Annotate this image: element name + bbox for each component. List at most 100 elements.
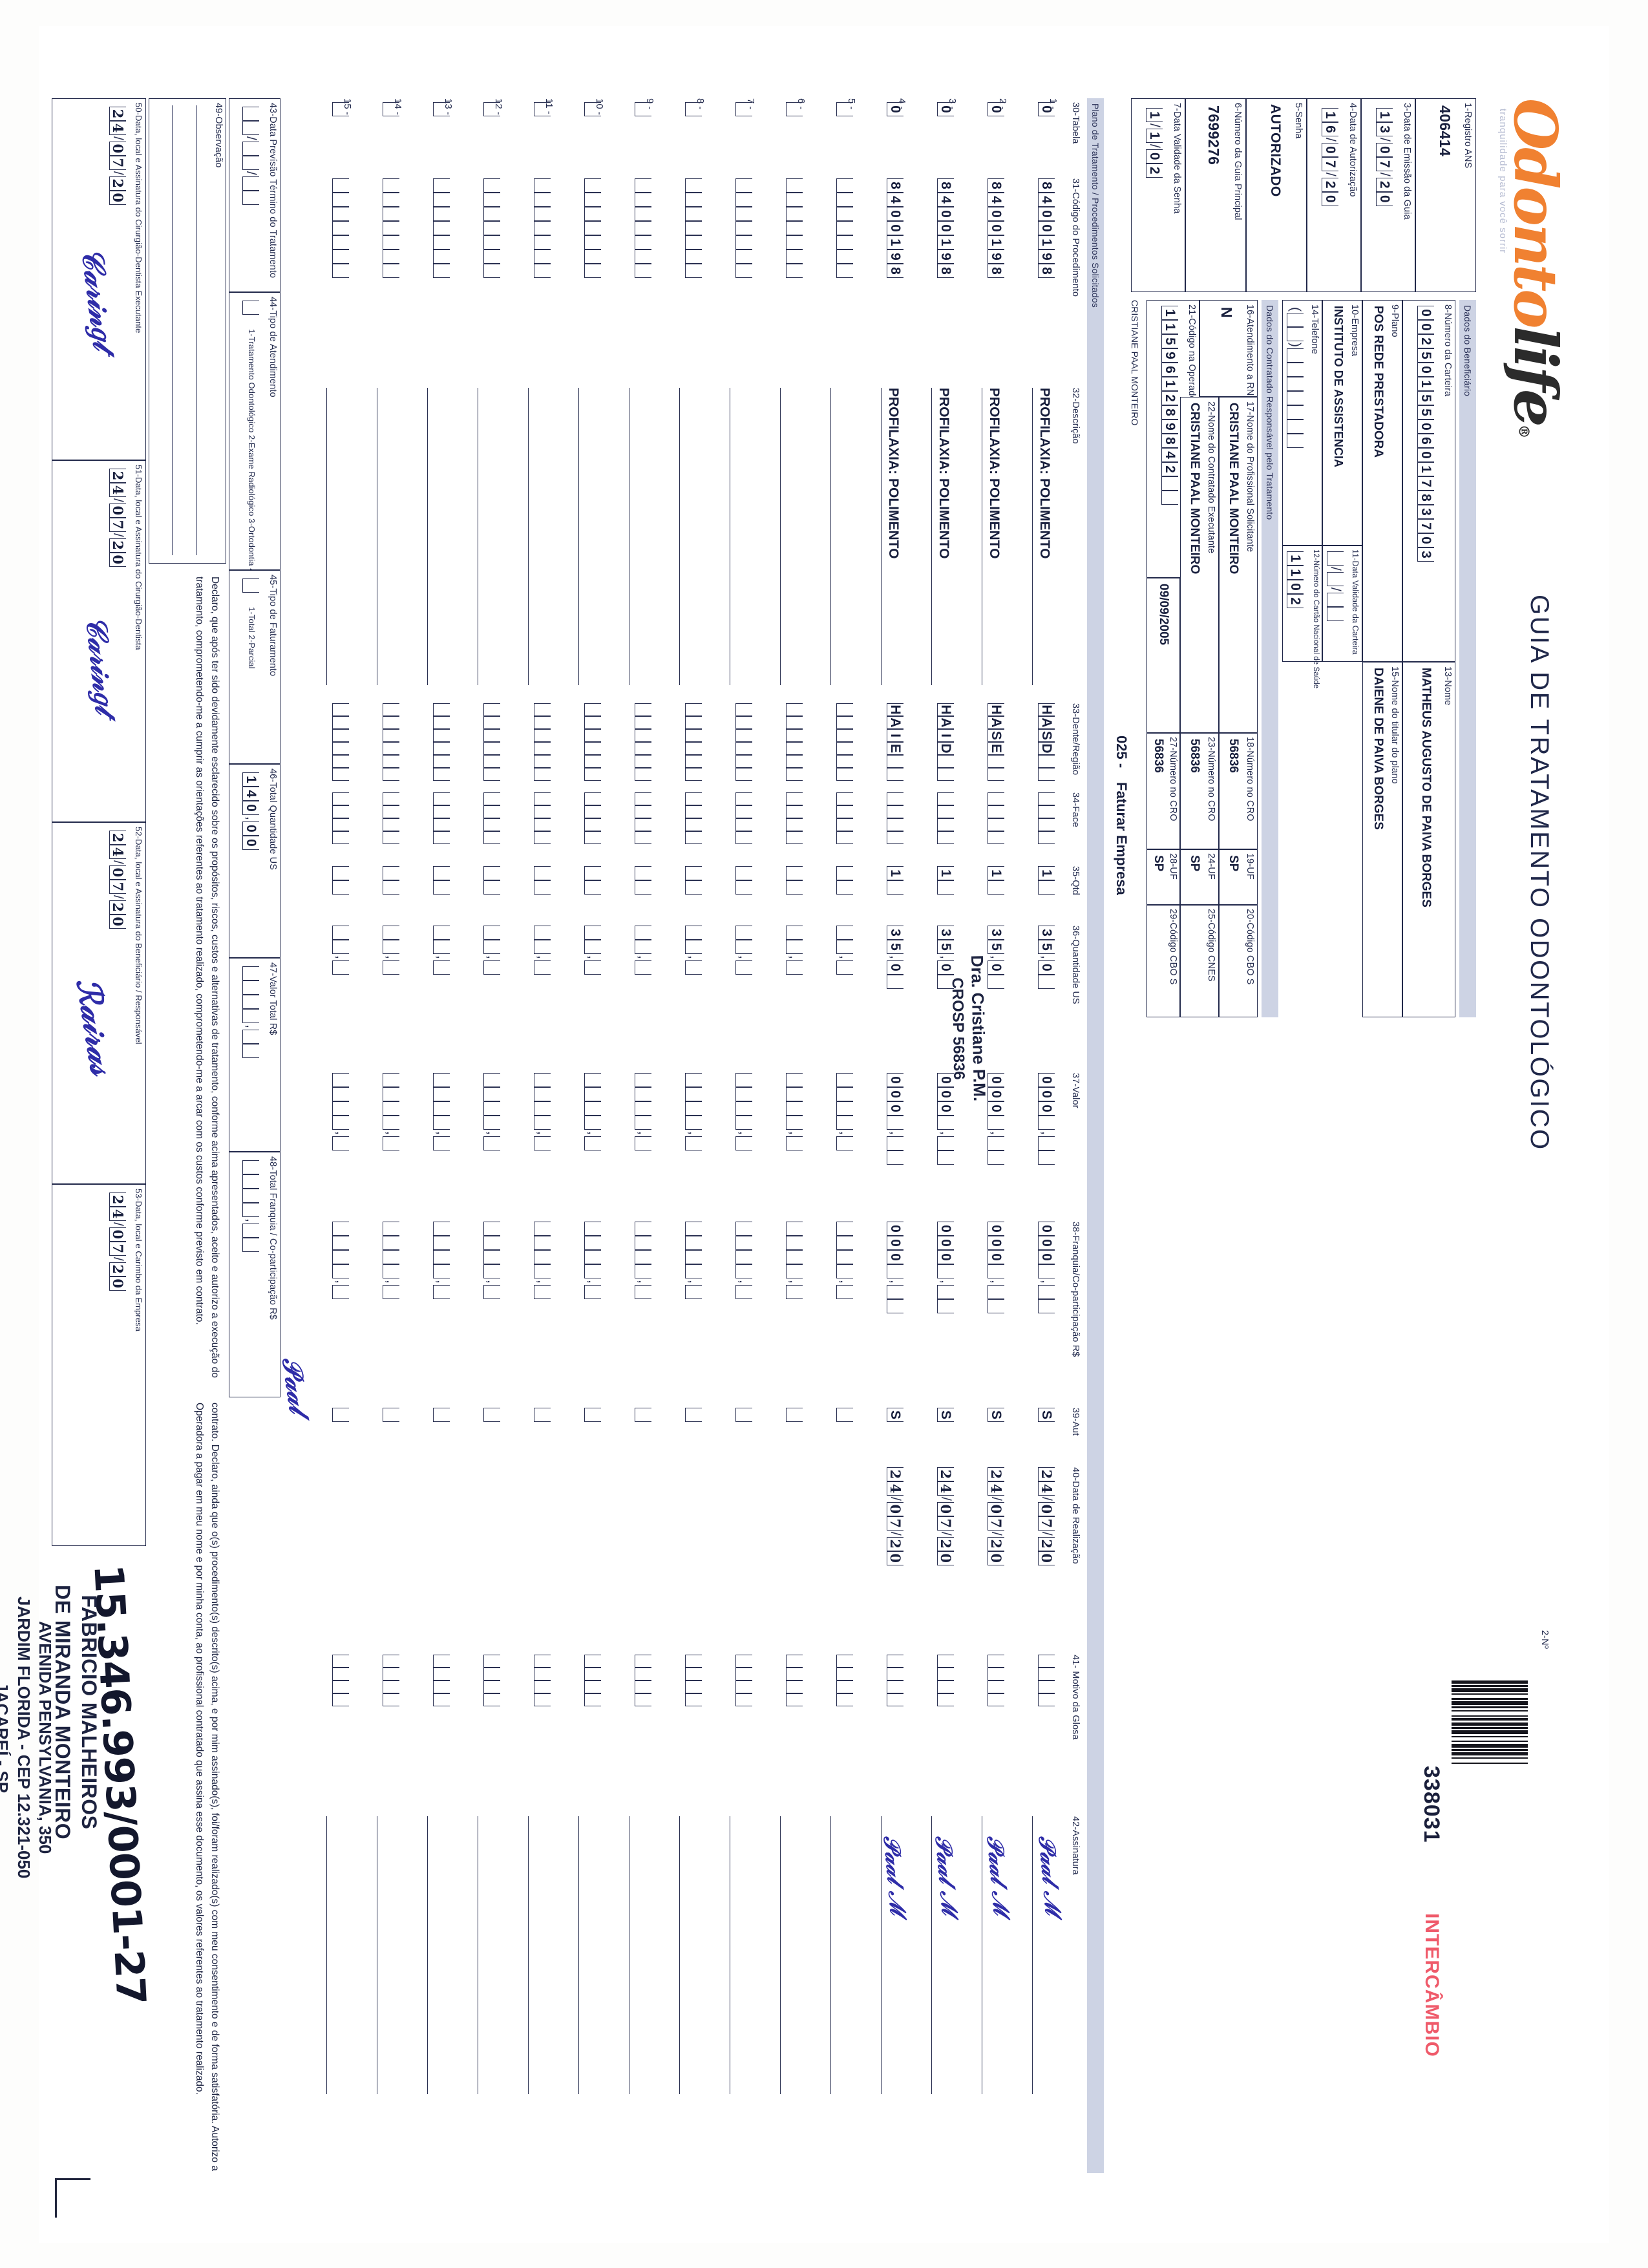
cell-qtd[interactable]: 1 [887, 865, 903, 895]
cell-qtd[interactable] [584, 865, 601, 895]
cell-franquia[interactable]: , [635, 1221, 651, 1299]
password-box[interactable]: 5-Senha AUTORIZADO [1246, 98, 1307, 292]
phone-value[interactable]: () [1287, 306, 1304, 448]
cell-codigo[interactable] [635, 178, 651, 278]
cell-qtd[interactable]: 1 [988, 865, 1004, 895]
cell-aut[interactable] [786, 1407, 803, 1422]
password-validity-box[interactable]: 7-Data Validade da Senha 1/1/0 2 [1131, 98, 1185, 292]
cell-face[interactable] [433, 792, 450, 844]
issue-date-box[interactable]: 3-Data de Emissão da Guia 1 3/0 7/2 0 [1361, 98, 1415, 292]
cell-aut[interactable] [383, 1407, 399, 1422]
cell-aut[interactable] [534, 1407, 551, 1422]
billing-type-value[interactable] [242, 578, 259, 593]
cell-quantidade-us[interactable]: , [786, 925, 803, 975]
signature-51-box[interactable]: 51-Data, local e Assinatura do Cirurgião… [52, 460, 146, 822]
uf3-box[interactable]: 28-UF SP [1146, 849, 1180, 905]
table-row[interactable]: 10 - ,,, [560, 26, 610, 2101]
cell-franquia[interactable]: , [584, 1221, 601, 1299]
cell-valor[interactable]: , [786, 1072, 803, 1150]
cell-motivo-glosa[interactable] [332, 1654, 349, 1706]
cell-face[interactable] [584, 792, 601, 844]
cell-motivo-glosa[interactable] [735, 1654, 752, 1706]
signature-52-date[interactable]: 2 4/0 7/2 0 [109, 830, 126, 929]
cell-tabela[interactable]: 0 [887, 101, 903, 116]
cell-motivo-glosa[interactable] [483, 1654, 500, 1706]
auth-date-value[interactable]: 1 6/0 7/2 0 [1322, 107, 1338, 206]
cell-motivo-glosa[interactable] [887, 1654, 903, 1706]
requesting-prof-box[interactable]: 17-Nome do Profissional Solicitante CRIS… [1219, 396, 1258, 733]
cell-tabela[interactable] [836, 101, 853, 116]
cell-dente[interactable] [584, 703, 601, 781]
cell-tabela[interactable] [786, 101, 803, 116]
cell-codigo[interactable] [383, 178, 399, 278]
auth-date-box[interactable]: 4-Data de Autorização 1 6/0 7/2 0 [1307, 98, 1361, 292]
cell-dente[interactable] [534, 703, 551, 781]
end-date-box[interactable]: 43-Data Prevísão Término do Tratamento /… [229, 98, 280, 292]
signature-52-box[interactable]: 52-Data, local e Assinatura do Beneficiá… [52, 821, 146, 1184]
cro-box[interactable]: 18-Número no CRO 56836 [1219, 732, 1258, 849]
signature-51-date[interactable]: 2 4/0 7/2 0 [109, 468, 126, 567]
signature-50-date[interactable]: 2 4/0 7/2 0 [109, 106, 126, 205]
card-validity-box[interactable]: 11-Data Validade da Carteira / / [1322, 545, 1362, 662]
cell-face[interactable] [1038, 792, 1055, 844]
table-row[interactable]: 15 - ,,, [308, 26, 358, 2101]
cell-aut[interactable]: S [1038, 1407, 1055, 1422]
cell-quantidade-us[interactable]: , [735, 925, 752, 975]
total-franchise-value[interactable]: , [242, 1160, 259, 1252]
assinatura-rule[interactable] [1032, 1816, 1033, 2094]
cell-motivo-glosa[interactable] [1038, 1654, 1055, 1706]
cell-franquia[interactable]: , [534, 1221, 551, 1299]
cell-qtd[interactable] [433, 865, 450, 895]
assinatura-rule[interactable] [326, 1816, 327, 2094]
cell-codigo[interactable] [685, 178, 702, 278]
cnes-box[interactable]: 25-Código CNES [1180, 904, 1219, 1017]
cell-dente[interactable] [735, 703, 752, 781]
company-box[interactable]: 10-Empresa INSTITUTO DE ASSISTENCIA [1322, 299, 1362, 546]
cell-data-realizacao[interactable]: 2 4/0 7/2 0 [937, 1467, 954, 1565]
cell-qtd[interactable]: 1 [937, 865, 954, 895]
cell-face[interactable] [786, 792, 803, 844]
cell-tabela[interactable]: 0 [937, 101, 954, 116]
cell-tabela[interactable] [534, 101, 551, 116]
cell-tabela[interactable] [483, 101, 500, 116]
cell-quantidade-us[interactable]: , [534, 925, 551, 975]
plan-box[interactable]: 9-Plano POS REDE PRESTADORA [1362, 299, 1402, 662]
cell-qtd[interactable] [332, 865, 349, 895]
assinatura-rule[interactable] [578, 1816, 579, 2094]
cell-tabela[interactable] [383, 101, 399, 116]
cell-valor[interactable]: , [735, 1072, 752, 1150]
cell-dente[interactable] [635, 703, 651, 781]
cell-tabela[interactable] [332, 101, 349, 116]
cell-dente[interactable] [786, 703, 803, 781]
cell-quantidade-us[interactable]: , [584, 925, 601, 975]
cell-valor[interactable]: , [584, 1072, 601, 1150]
table-row[interactable]: 13 - ,,, [408, 26, 459, 2101]
cell-qtd[interactable]: 1 [1038, 865, 1055, 895]
cell-face[interactable] [937, 792, 954, 844]
cell-dente[interactable] [383, 703, 399, 781]
cell-dente[interactable] [836, 703, 853, 781]
table-row[interactable]: 11 - ,,, [509, 26, 560, 2101]
cell-aut[interactable]: S [988, 1407, 1004, 1422]
cell-face[interactable] [836, 792, 853, 844]
cro3-box[interactable]: 27-Número no CRO 56836 [1146, 732, 1180, 849]
cell-franquia[interactable]: , [332, 1221, 349, 1299]
cell-face[interactable] [635, 792, 651, 844]
observation-box[interactable]: 49-Observação [149, 98, 226, 564]
assinatura-rule[interactable] [528, 1816, 529, 2094]
cell-motivo-glosa[interactable] [383, 1654, 399, 1706]
cell-franquia[interactable]: , [433, 1221, 450, 1299]
